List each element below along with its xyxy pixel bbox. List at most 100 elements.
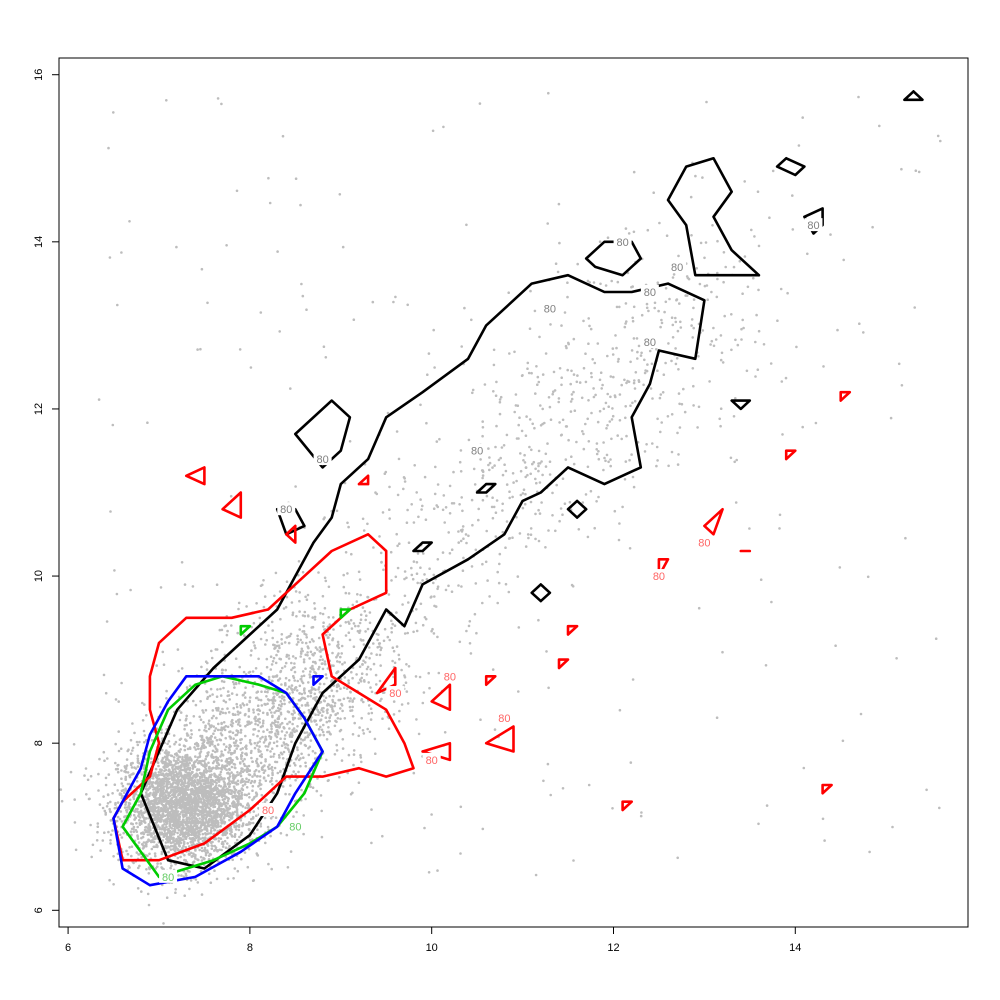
scatter-point [412, 771, 416, 775]
scatter-point [146, 782, 150, 786]
scatter-point [586, 535, 590, 539]
scatter-point [120, 777, 123, 780]
scatter-point [212, 732, 215, 735]
scatter-point [206, 844, 210, 847]
scatter-point [596, 342, 600, 345]
scatter-point [184, 774, 188, 777]
scatter-point [190, 787, 194, 791]
scatter-point [161, 779, 165, 783]
scatter-point [296, 725, 299, 728]
scatter-point [182, 844, 185, 848]
scatter-point [308, 675, 312, 679]
scatter-point [549, 323, 552, 326]
scatter-point [301, 641, 304, 644]
scatter-point [298, 599, 301, 603]
scatter-point [179, 806, 183, 809]
scatter-point [304, 797, 307, 801]
scatter-point [319, 733, 322, 737]
scatter-point [237, 799, 240, 803]
scatter-point [234, 713, 237, 716]
scatter-point [228, 748, 231, 752]
scatter-point [555, 483, 558, 487]
scatter-point [210, 847, 214, 850]
scatter-point [239, 774, 243, 778]
scatter-point [461, 525, 465, 528]
scatter-point [228, 744, 232, 748]
scatter-point [270, 698, 273, 702]
scatter-point [185, 819, 189, 822]
scatter-point [216, 728, 220, 732]
scatter-point [257, 764, 260, 768]
scatter-point [192, 715, 196, 718]
scatter-point [332, 628, 335, 631]
scatter-point [494, 535, 498, 538]
scatter-point [203, 729, 206, 732]
scatter-point [589, 489, 593, 493]
scatter-point [349, 691, 352, 694]
scatter-point [183, 835, 187, 839]
scatter-point [196, 792, 199, 795]
scatter-point [209, 831, 212, 835]
scatter-point [133, 731, 136, 735]
scatter-point [146, 826, 150, 830]
scatter-point [149, 781, 153, 784]
scatter-point [507, 537, 511, 540]
scatter-point [170, 818, 173, 821]
scatter-point [106, 793, 110, 797]
scatter-point [309, 670, 312, 673]
scatter-point [193, 779, 196, 782]
scatter-point [241, 784, 245, 787]
scatter-point [609, 464, 612, 468]
scatter-point [570, 393, 574, 396]
scatter-point [301, 649, 304, 653]
scatter-point [237, 601, 241, 605]
scatter-point [306, 614, 310, 617]
scatter-point [156, 819, 159, 823]
scatter-point [436, 558, 440, 561]
scatter-point [203, 765, 207, 768]
scatter-point [364, 661, 367, 664]
scatter-point [237, 773, 240, 776]
scatter-point [691, 367, 695, 370]
scatter-point [302, 756, 305, 759]
scatter-point [632, 381, 636, 385]
scatter-point [331, 651, 334, 655]
scatter-point [468, 620, 472, 623]
scatter-point [273, 711, 276, 714]
scatter-point [335, 509, 339, 513]
scatter-point [333, 704, 337, 708]
scatter-point [359, 756, 363, 759]
scatter-point [308, 657, 311, 660]
scatter-point [163, 829, 166, 832]
scatter-point [101, 806, 105, 810]
scatter-point [203, 762, 207, 765]
scatter-point [639, 354, 643, 357]
scatter-point [313, 651, 317, 655]
scatter-point [307, 681, 310, 684]
scatter-point [132, 825, 136, 829]
scatter-point [383, 627, 387, 631]
scatter-point [176, 648, 180, 651]
scatter-point [346, 521, 349, 525]
scatter-point [276, 721, 280, 724]
scatter-point [182, 744, 186, 747]
scatter-point [267, 862, 270, 866]
scatter-point [226, 877, 230, 880]
scatter-point [320, 835, 324, 839]
scatter-point [207, 858, 211, 861]
scatter-point [459, 449, 463, 452]
scatter-point [588, 281, 591, 284]
scatter-point [174, 888, 177, 891]
scatter-point [481, 601, 484, 605]
scatter-point [250, 749, 253, 753]
scatter-point [211, 740, 214, 743]
scatter-point [504, 469, 508, 473]
scatter-point [301, 670, 305, 673]
scatter-point [129, 763, 133, 767]
scatter-point [360, 676, 364, 680]
scatter-point [219, 738, 223, 742]
scatter-point [198, 777, 202, 780]
scatter-point [653, 306, 656, 310]
scatter-point [520, 429, 524, 433]
scatter-point [291, 666, 295, 670]
